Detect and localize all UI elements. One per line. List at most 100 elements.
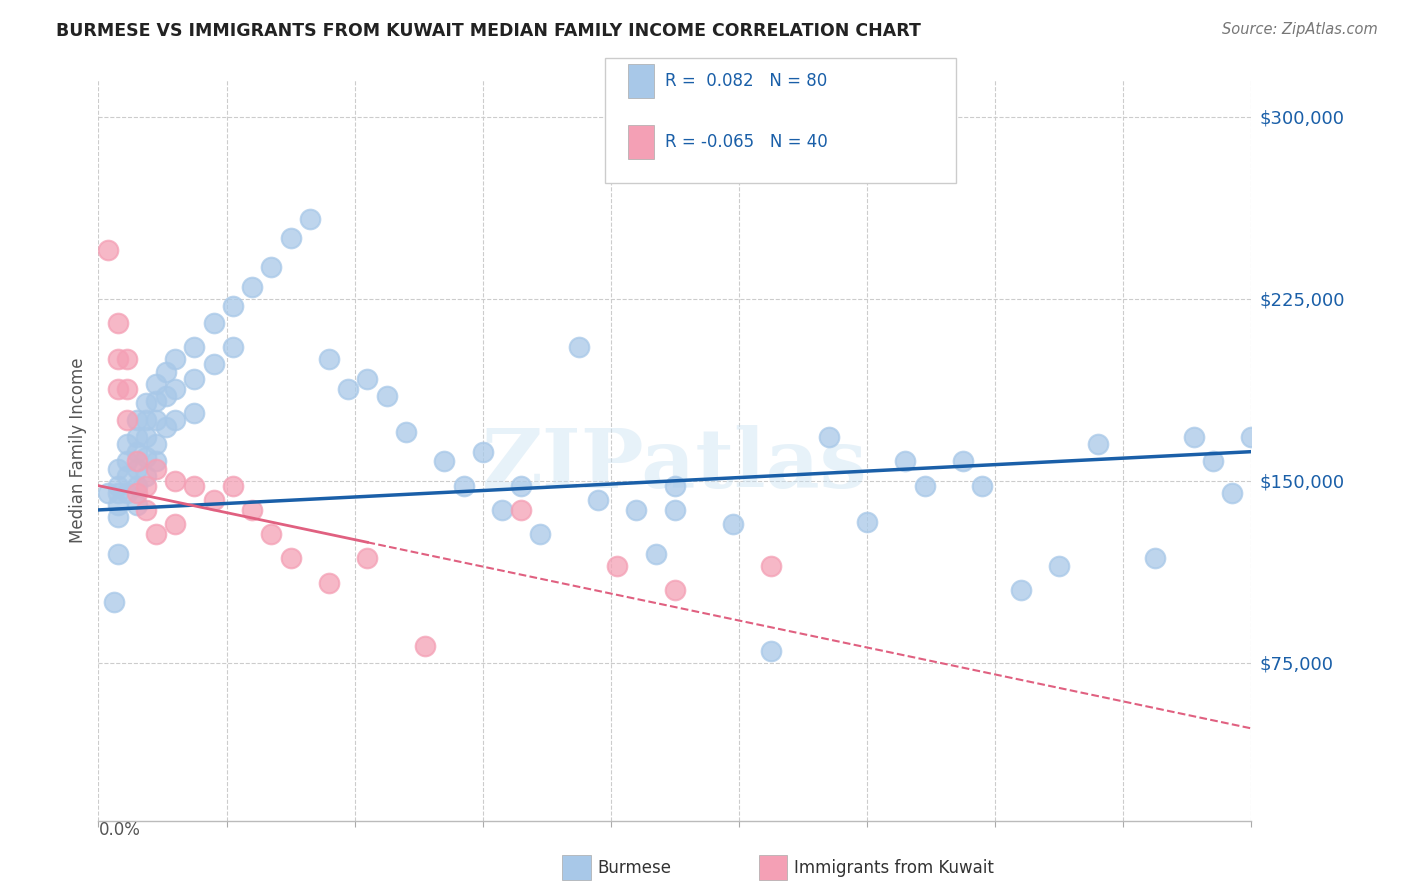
Point (155, 420, 177, 434)
Text: 0.0%: 0.0% (98, 821, 141, 838)
Point (145, 454, 167, 468)
Point (280, 231, 302, 245)
Point (1010, 582, 1032, 597)
Point (664, 582, 686, 597)
Point (240, 279, 263, 293)
Point (125, 461, 148, 475)
Point (135, 413, 157, 427)
Point (222, 299, 245, 313)
Point (145, 413, 167, 427)
Point (433, 454, 456, 468)
Point (644, 547, 666, 561)
Point (117, 382, 139, 396)
Point (914, 478, 936, 492)
Point (202, 493, 225, 508)
Point (117, 352, 139, 367)
Point (145, 437, 167, 451)
Point (1220, 486, 1243, 500)
Point (183, 478, 205, 492)
Point (145, 376, 167, 391)
Point (165, 517, 187, 532)
Point (568, 340, 591, 354)
Point (952, 454, 974, 468)
Point (1087, 437, 1109, 451)
Point (375, 389, 398, 403)
Point (759, 644, 782, 658)
Point (183, 406, 205, 420)
Point (1144, 551, 1167, 566)
Point (117, 454, 139, 468)
Point (107, 510, 129, 524)
Point (117, 413, 139, 427)
Point (1240, 430, 1263, 444)
Point (298, 211, 321, 226)
Point (721, 517, 744, 532)
Text: Immigrants from Kuwait: Immigrants from Kuwait (794, 859, 994, 877)
Point (165, 413, 187, 427)
Point (337, 382, 360, 396)
Point (817, 430, 839, 444)
Point (107, 382, 129, 396)
Point (183, 372, 205, 386)
Point (240, 503, 263, 517)
Point (107, 498, 129, 512)
Point (165, 352, 187, 367)
Point (529, 527, 551, 541)
Point (202, 316, 225, 330)
Text: R =  0.082   N = 80: R = 0.082 N = 80 (665, 72, 827, 90)
Point (155, 389, 177, 403)
Point (453, 478, 475, 492)
Point (471, 444, 494, 458)
Point (202, 357, 225, 371)
Point (97, 486, 120, 500)
Point (260, 260, 283, 275)
Point (107, 478, 129, 492)
Point (664, 478, 686, 492)
Point (135, 469, 157, 483)
Point (117, 437, 139, 451)
Point (165, 474, 187, 488)
Text: ZIPatlas: ZIPatlas (482, 425, 868, 505)
Point (107, 486, 129, 500)
Point (260, 527, 283, 541)
Point (117, 469, 139, 483)
Point (125, 413, 148, 427)
Point (894, 454, 917, 468)
Point (280, 551, 302, 566)
Y-axis label: Median Family Income: Median Family Income (69, 358, 87, 543)
Point (1182, 430, 1205, 444)
Point (103, 595, 125, 609)
Text: BURMESE VS IMMIGRANTS FROM KUWAIT MEDIAN FAMILY INCOME CORRELATION CHART: BURMESE VS IMMIGRANTS FROM KUWAIT MEDIAN… (56, 22, 921, 40)
Text: Source: ZipAtlas.com: Source: ZipAtlas.com (1222, 22, 1378, 37)
Point (318, 575, 340, 590)
Point (125, 478, 148, 492)
Point (1202, 454, 1225, 468)
Point (107, 547, 129, 561)
Point (107, 316, 129, 330)
Point (125, 454, 148, 468)
Point (626, 503, 648, 517)
Point (664, 503, 686, 517)
Point (135, 396, 157, 410)
Point (356, 551, 378, 566)
Point (107, 352, 129, 367)
Point (135, 450, 157, 464)
Point (125, 486, 148, 500)
Point (145, 461, 167, 475)
Point (135, 478, 157, 492)
Point (413, 639, 436, 653)
Point (586, 493, 609, 508)
Point (395, 425, 418, 440)
Point (1047, 558, 1070, 573)
Point (145, 393, 167, 408)
Point (117, 486, 139, 500)
Point (491, 503, 513, 517)
Point (125, 430, 148, 444)
Point (606, 558, 628, 573)
Point (125, 498, 148, 512)
Point (759, 558, 782, 573)
Point (222, 340, 245, 354)
Text: R = -0.065   N = 40: R = -0.065 N = 40 (665, 133, 828, 151)
Point (356, 372, 378, 386)
Point (165, 382, 187, 396)
